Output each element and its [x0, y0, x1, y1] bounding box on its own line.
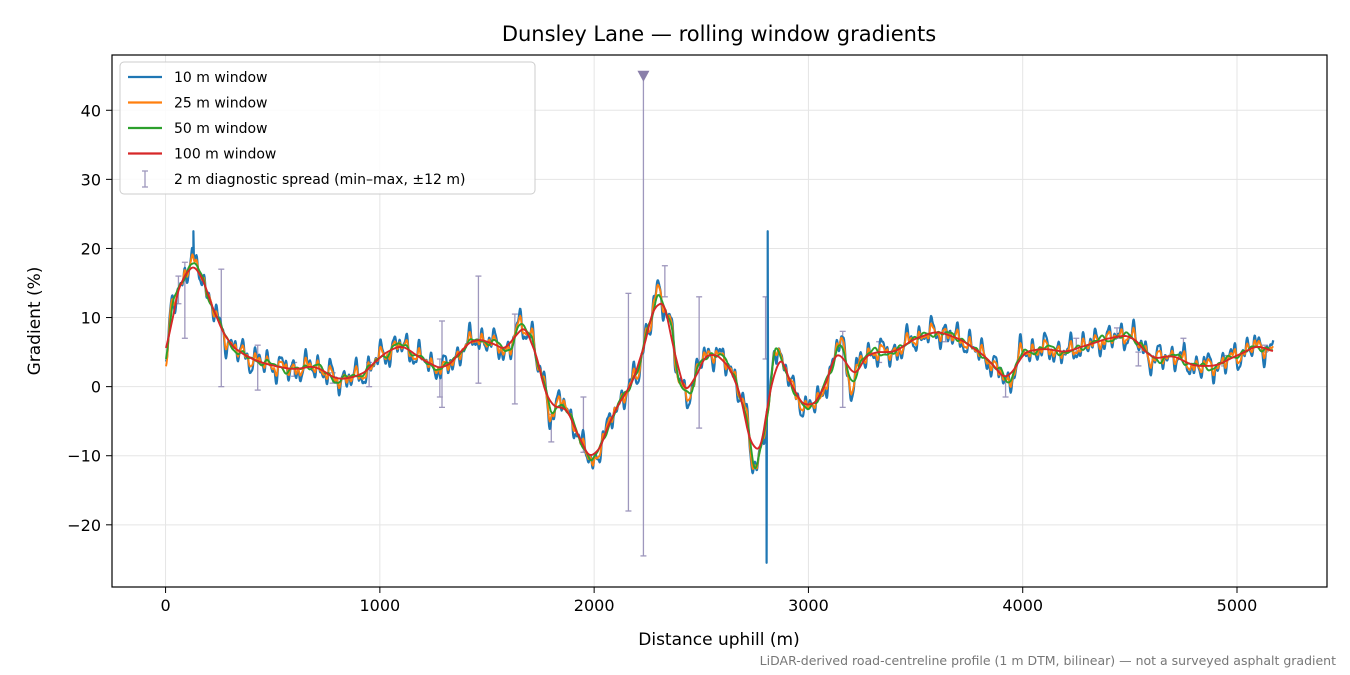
legend-item: 25 m window — [128, 96, 267, 112]
legend: 10 m window 25 m window 50 m window 100 m w… — [119, 61, 536, 195]
y-tick-label: 30 — [81, 170, 101, 189]
y-tick-label: −10 — [67, 447, 101, 466]
series-line — [165, 266, 1274, 456]
plot-area — [164, 70, 1275, 564]
legend-item: 50 m window — [128, 121, 267, 137]
x-tick-label: 2000 — [574, 596, 615, 615]
y-tick-label: 40 — [81, 101, 101, 120]
legend-label: 10 m window — [174, 70, 267, 86]
grid — [112, 55, 1327, 587]
errorbar — [839, 330, 846, 409]
series-line — [164, 230, 1275, 564]
legend-label: 2 m diagnostic spread (min–max, ±12 m) — [174, 172, 465, 188]
errorbar — [254, 344, 261, 391]
clipped-errorbar-marker — [637, 70, 650, 82]
y-tick-label: 0 — [91, 378, 101, 397]
legend-label: 100 m window — [174, 147, 276, 163]
x-axis-label: Distance uphill (m) — [638, 630, 799, 650]
legend-item: 2 m diagnostic spread (min–max, ±12 m) — [142, 170, 465, 188]
x-tick-label: 1000 — [359, 596, 400, 615]
legend-item: 100 m window — [128, 147, 276, 163]
x-tick-label: 5000 — [1217, 596, 1258, 615]
y-tick-label: 10 — [81, 309, 101, 328]
axes-frame — [111, 54, 1328, 588]
legend-box — [119, 61, 536, 195]
legend-label: 25 m window — [174, 96, 267, 112]
errorbar — [475, 275, 482, 384]
y-axis-label: Gradient (%) — [25, 267, 45, 376]
legend-label: 50 m window — [174, 121, 267, 137]
y-axis: −20 −10 0 10 20 30 40 — [67, 101, 112, 535]
y-tick-label: 20 — [81, 239, 101, 258]
legend-item: 10 m window — [128, 70, 267, 86]
x-tick-label: 4000 — [1002, 596, 1043, 615]
footnote: LiDAR-derived road-centreline profile (1… — [760, 653, 1336, 668]
errorbar — [625, 292, 632, 512]
errorbar — [661, 265, 668, 298]
x-axis: 0 1000 2000 3000 4000 5000 — [160, 587, 1257, 615]
x-tick-label: 0 — [160, 596, 170, 615]
y-tick-label: −20 — [67, 516, 101, 535]
series-line — [165, 253, 1274, 470]
x-tick-label: 3000 — [788, 596, 829, 615]
errorbar — [1135, 351, 1142, 367]
chart-title: Dunsley Lane — rolling window gradients — [502, 22, 936, 46]
